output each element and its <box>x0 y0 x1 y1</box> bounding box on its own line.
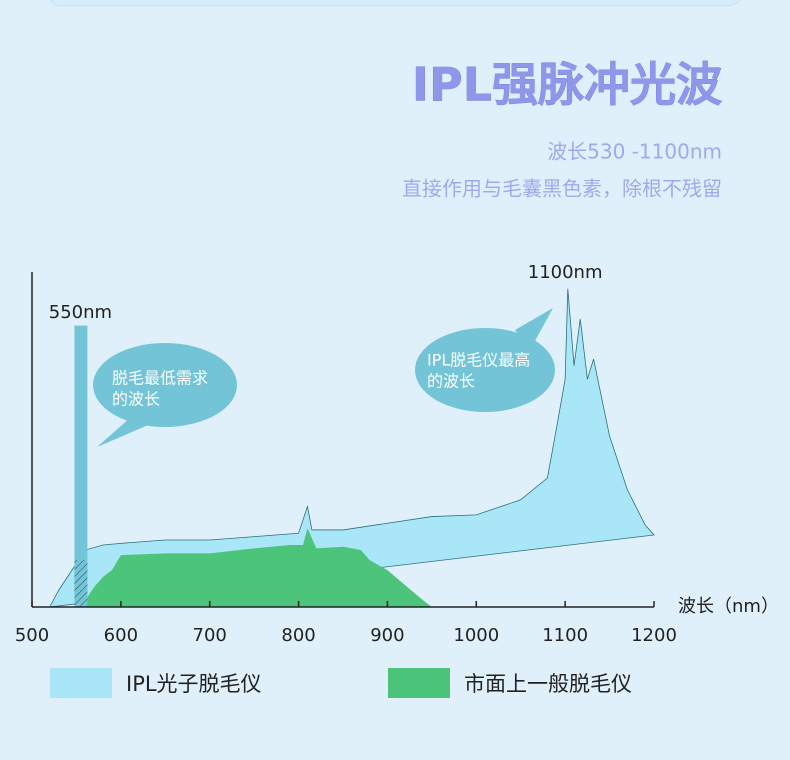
annotation: IPL脱毛仪最高 <box>427 351 530 370</box>
top-card <box>48 0 742 7</box>
peak-label: 1100nm <box>528 262 603 283</box>
bubble <box>415 328 555 412</box>
legend-swatch <box>388 668 450 698</box>
legend-swatch <box>50 668 112 698</box>
x-tick-label: 500 <box>15 625 49 646</box>
x-tick-label: 1000 <box>453 625 499 646</box>
bubble-tail <box>97 418 160 447</box>
area <box>80 528 432 607</box>
annotation: 的波长 <box>112 390 160 409</box>
area <box>49 288 655 608</box>
x-tick-label: 800 <box>281 625 315 646</box>
subtitle: 直接作用与毛囊黑色素，除根不残留 <box>402 177 722 201</box>
marker-bar <box>74 325 88 607</box>
x-tick-label: 900 <box>370 625 404 646</box>
x-tick-label: 1100 <box>542 625 588 646</box>
x-axis-label: 波长（nm） <box>678 596 779 617</box>
annotation: 脱毛最低需求 <box>112 369 208 388</box>
marker-label: 550nm <box>49 302 112 323</box>
x-tick-label: 600 <box>104 625 138 646</box>
bubble <box>93 343 237 427</box>
x-tick-label: 700 <box>193 625 227 646</box>
legend-label: IPL光子脱毛仪 <box>126 672 262 696</box>
title: IPL强脉冲光波 <box>412 58 722 112</box>
x-tick-label: 1200 <box>631 625 677 646</box>
subtitle: 波长530 -1100nm <box>547 140 722 164</box>
legend-label: 市面上一般脱毛仪 <box>464 672 632 696</box>
marker-hatch <box>74 560 88 607</box>
annotation: 的波长 <box>427 372 475 391</box>
